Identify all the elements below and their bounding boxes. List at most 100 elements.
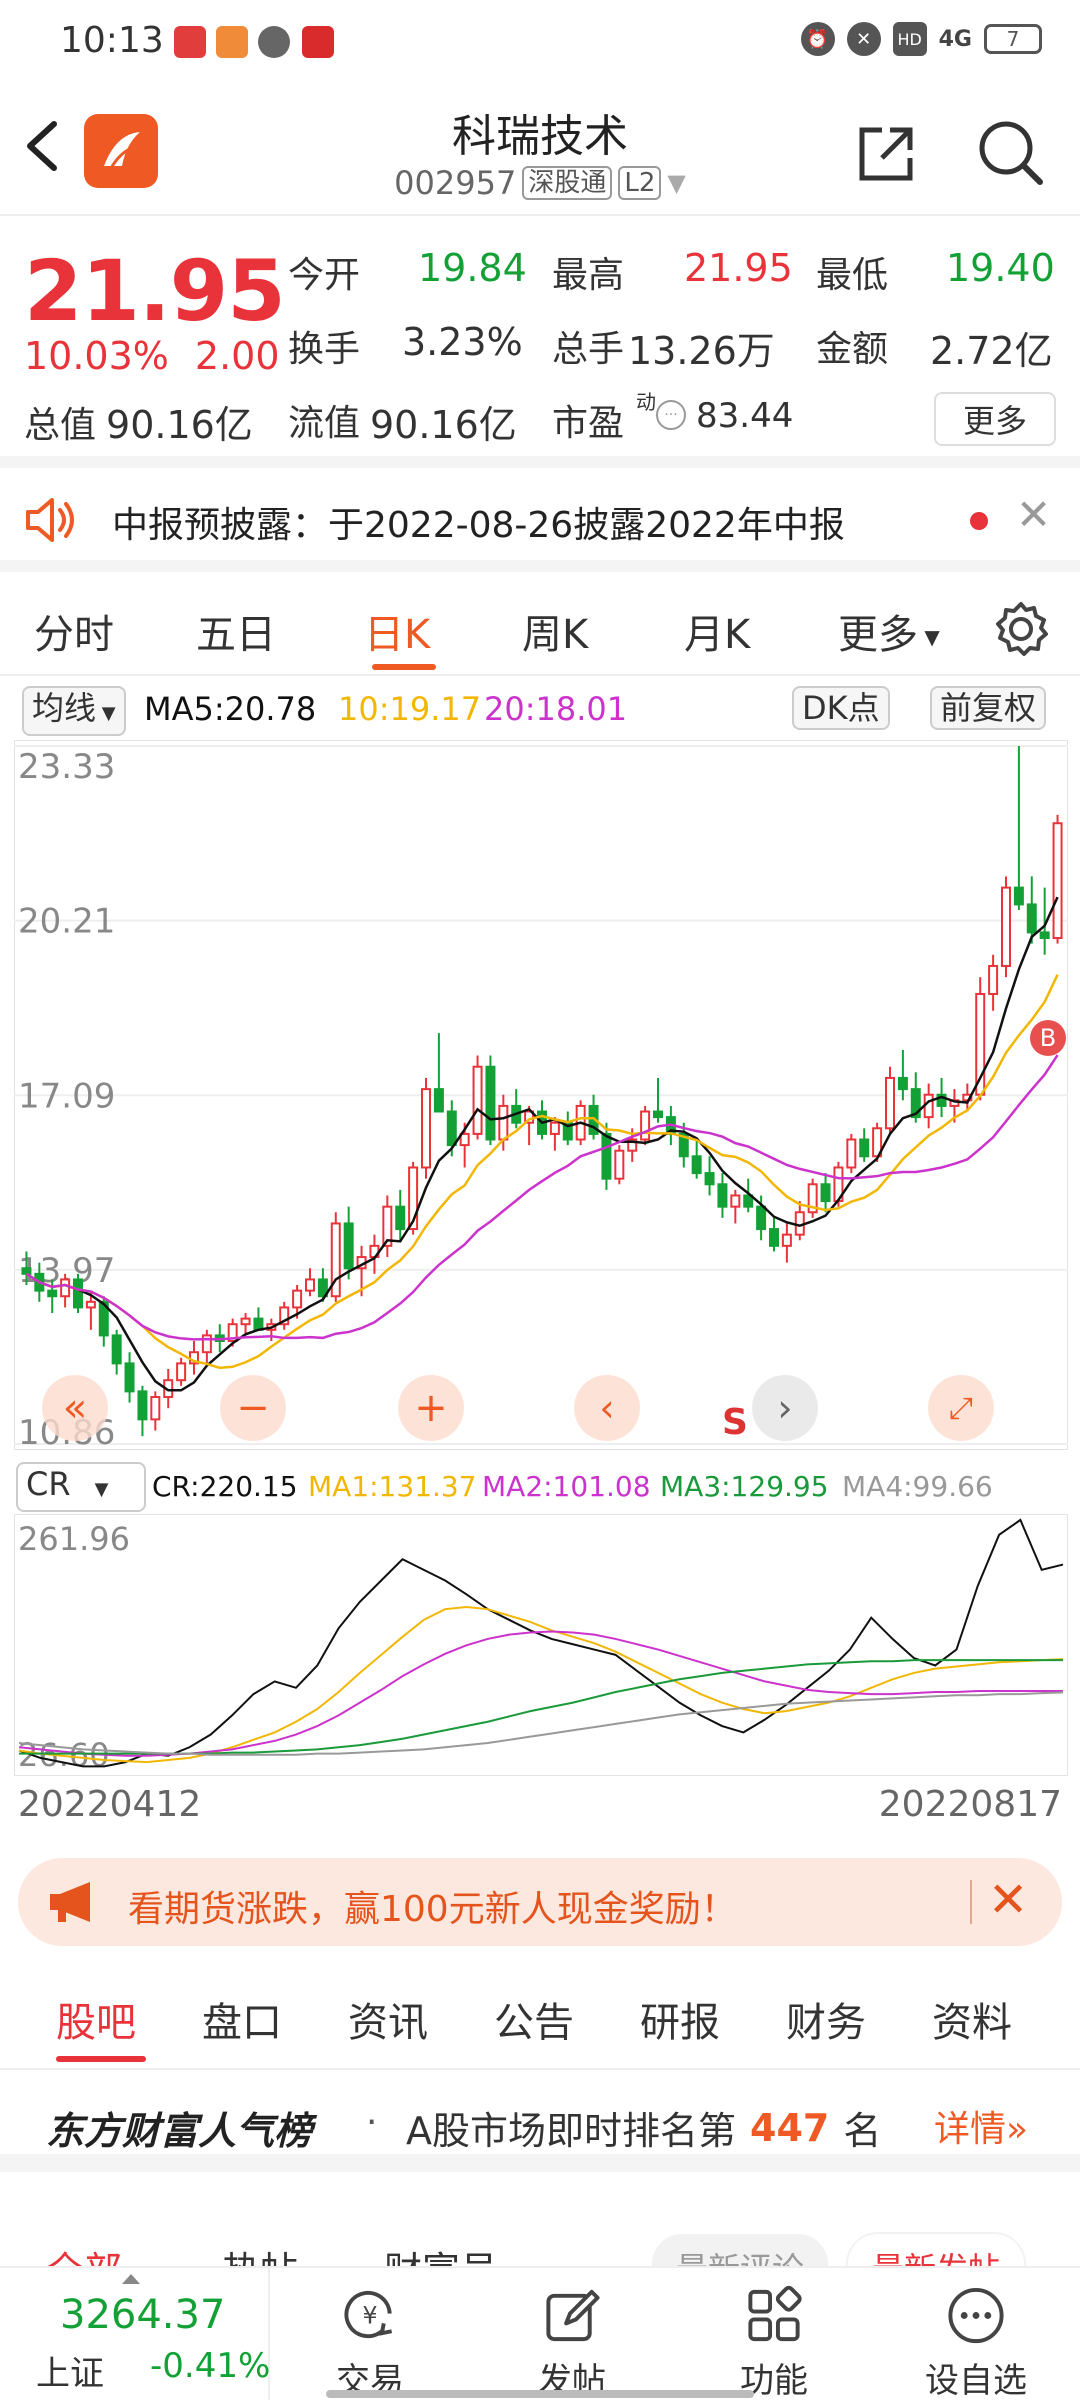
open-label: 今开: [288, 255, 361, 296]
zoom-in-button[interactable]: +: [398, 1375, 464, 1441]
close-icon[interactable]: ✕: [988, 1872, 1029, 1928]
candle-body: [704, 1172, 715, 1186]
caret-down-icon: ▼: [918, 625, 940, 649]
index-widget[interactable]: 3264.37 上证 -0.41%: [0, 2268, 270, 2400]
tab-weekly-k[interactable]: 周K: [522, 612, 589, 658]
close-icon[interactable]: ✕: [1016, 490, 1052, 539]
tab-news[interactable]: 资讯: [348, 2000, 428, 2046]
popularity-ranking[interactable]: 东方财富人气榜 · A股市场即时排名第 447 名 详情»: [0, 2072, 1080, 2172]
more-button[interactable]: 更多: [934, 392, 1056, 446]
section-tabs: 股吧 盘口 资讯 公告 研报 财务 资料: [0, 1962, 1080, 2070]
share-icon[interactable]: [854, 122, 918, 186]
expand-icon: ⤢: [949, 1390, 973, 1426]
notification-app-icon: [302, 26, 334, 58]
step-right-button[interactable]: ›: [752, 1375, 818, 1441]
candle-body: [21, 1267, 32, 1275]
cr-ma3: MA3:129.95: [660, 1470, 829, 1503]
candle-body: [743, 1194, 754, 1208]
notice-bar[interactable]: 中报预披露：于2022-08-26披露2022年中报 ✕: [0, 468, 1080, 572]
candle-body: [317, 1278, 328, 1298]
stock-name: 科瑞技术: [452, 111, 628, 162]
buy-signal-marker[interactable]: B: [1030, 1020, 1066, 1056]
post-filter-tabs: 全部 热帖 财富号 最新评论 最新发帖: [0, 2190, 1080, 2266]
tab-research[interactable]: 研报: [640, 2000, 720, 2046]
more-dots-icon[interactable]: ···: [656, 400, 686, 430]
tab-financials[interactable]: 财务: [786, 2000, 866, 2046]
grid-icon: [748, 2285, 802, 2342]
speaker-icon: [26, 498, 74, 542]
promo-text: 看期货涨跌，赢100元新人现金奖励！: [128, 1889, 737, 1930]
unread-dot: [970, 512, 988, 530]
sort-latest-post[interactable]: 最新发帖: [848, 2234, 1025, 2266]
tab-daily-k[interactable]: 日K: [364, 612, 431, 658]
volume-value: 13.26万: [628, 329, 775, 373]
nav-post[interactable]: 发帖: [472, 2268, 672, 2400]
market-cap-value: 90.16亿: [106, 403, 253, 447]
candle-body: [408, 1166, 419, 1231]
tab-more[interactable]: 更多 ▼: [838, 602, 940, 660]
megaphone-icon: [50, 1882, 90, 1922]
sort-latest-comment[interactable]: 最新评论: [652, 2234, 829, 2266]
dk-point-button[interactable]: DK点: [792, 686, 890, 730]
market-cap: 总值 90.16亿: [24, 394, 253, 449]
tab-hot-posts[interactable]: 热帖: [222, 2240, 298, 2266]
back-button[interactable]: [22, 116, 62, 186]
zoom-out-button[interactable]: −: [220, 1375, 286, 1441]
quote-panel: 21.95 10.03% 2.00 总值 90.16亿 今开 19.84 最高 …: [0, 216, 1080, 468]
tab-wealth-account[interactable]: 财富号: [384, 2240, 498, 2266]
candle-body: [769, 1228, 779, 1247]
fullscreen-button[interactable]: ⤢: [928, 1375, 994, 1441]
adjust-price-button[interactable]: 前复权: [930, 686, 1047, 730]
network-indicator: 4G: [938, 26, 972, 52]
float-value: 90.16亿: [370, 403, 517, 447]
candle-body: [382, 1205, 393, 1247]
candle-body: [279, 1306, 290, 1326]
tab-all-posts[interactable]: 全部: [46, 2240, 122, 2266]
nav-add-watchlist[interactable]: 设自选: [876, 2268, 1076, 2400]
candle-body: [691, 1155, 702, 1175]
nav-trade[interactable]: ¥ 交易: [270, 2268, 470, 2400]
indicator-selector[interactable]: 均线 ▼: [22, 686, 126, 736]
y-tick-label: 17.09: [18, 1076, 115, 1116]
stock-code: 002957: [394, 164, 517, 202]
tab-forum[interactable]: 股吧: [56, 2000, 136, 2046]
ma-legend-row: 均线 ▼ MA5:20.78 10:19.17 20:18.01 DK点 前复权: [0, 680, 1080, 736]
active-tab-indicator: [56, 2056, 146, 2062]
chart-end-date: 20220817: [878, 1784, 1062, 1825]
minus-icon: −: [236, 1385, 270, 1431]
stock-code-row[interactable]: 002957 深股通 L2 ▼: [0, 164, 1080, 202]
tab-order-book[interactable]: 盘口: [202, 2000, 282, 2046]
candle-body: [910, 1088, 921, 1119]
candle-body: [936, 1093, 947, 1107]
candle-body: [1001, 886, 1011, 967]
open-value: 19.84: [418, 246, 527, 290]
price-change: 10.03% 2.00: [24, 334, 280, 378]
tab-intraday[interactable]: 分时: [34, 612, 114, 658]
step-left-button[interactable]: ‹: [574, 1375, 640, 1441]
more-circle-icon: [948, 2287, 1004, 2344]
search-icon[interactable]: [976, 118, 1046, 188]
nav-functions[interactable]: 功能: [674, 2268, 874, 2400]
candle-body: [47, 1289, 58, 1298]
rewind-button[interactable]: «: [42, 1375, 108, 1441]
wechat-icon: [258, 26, 290, 58]
tab-profile[interactable]: 资料: [932, 2000, 1012, 2046]
tab-five-day[interactable]: 五日: [196, 612, 276, 658]
tab-monthly-k[interactable]: 月K: [684, 612, 751, 658]
chevron-left-icon: [27, 121, 57, 171]
sub-indicator-selector[interactable]: CR ▼: [16, 1462, 146, 1512]
ranking-prefix: A股市场即时排名第: [406, 2109, 736, 2153]
promo-banner[interactable]: 看期货涨跌，赢100元新人现金奖励！ ✕: [18, 1858, 1062, 1946]
candle-body: [1052, 822, 1063, 939]
candle-body: [472, 1065, 483, 1135]
ranking-detail-link[interactable]: 详情»: [934, 2100, 1028, 2152]
tab-announcements[interactable]: 公告: [494, 2000, 574, 2046]
chevron-right-icon: ›: [777, 1386, 793, 1430]
ranking-suffix: 名: [843, 2109, 882, 2153]
candle-body: [73, 1278, 83, 1309]
gear-icon[interactable]: [992, 600, 1050, 658]
candle-body: [111, 1334, 122, 1365]
app-logo-icon[interactable]: [84, 114, 158, 188]
